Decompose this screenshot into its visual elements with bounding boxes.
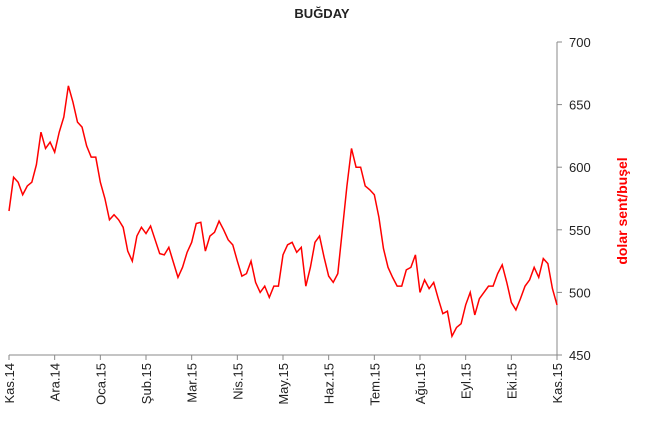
y-tick-label: 600	[569, 160, 591, 175]
x-tick-label: Haz.15	[322, 363, 337, 404]
x-tick-label: May.15	[276, 363, 291, 405]
x-tick-label: Oca.15	[93, 363, 108, 405]
x-tick-label: Kas.15	[550, 363, 565, 403]
y-axis-label: dolar sent/buşel	[614, 157, 630, 264]
y-tick-label: 650	[569, 98, 591, 113]
y-tick-label: 550	[569, 223, 591, 238]
x-tick-label: Ara.14	[48, 363, 63, 401]
x-tick-label: Eyl.15	[459, 363, 474, 399]
y-tick-label: 500	[569, 285, 591, 300]
x-tick-label: Eki.15	[504, 363, 519, 399]
x-tick-label: Mar.15	[185, 363, 200, 403]
x-tick-label: Nis.15	[230, 363, 245, 400]
y-tick-label: 700	[569, 35, 591, 50]
x-tick-label: Kas.14	[2, 363, 17, 403]
chart-title: BUĞDAY	[294, 6, 349, 21]
x-tick-label: Şub.15	[139, 363, 154, 404]
x-tick-label: Tem.15	[367, 363, 382, 406]
x-tick-label: Ağu.15	[413, 363, 428, 404]
line-series	[8, 85, 558, 339]
y-tick-label: 450	[569, 348, 591, 363]
